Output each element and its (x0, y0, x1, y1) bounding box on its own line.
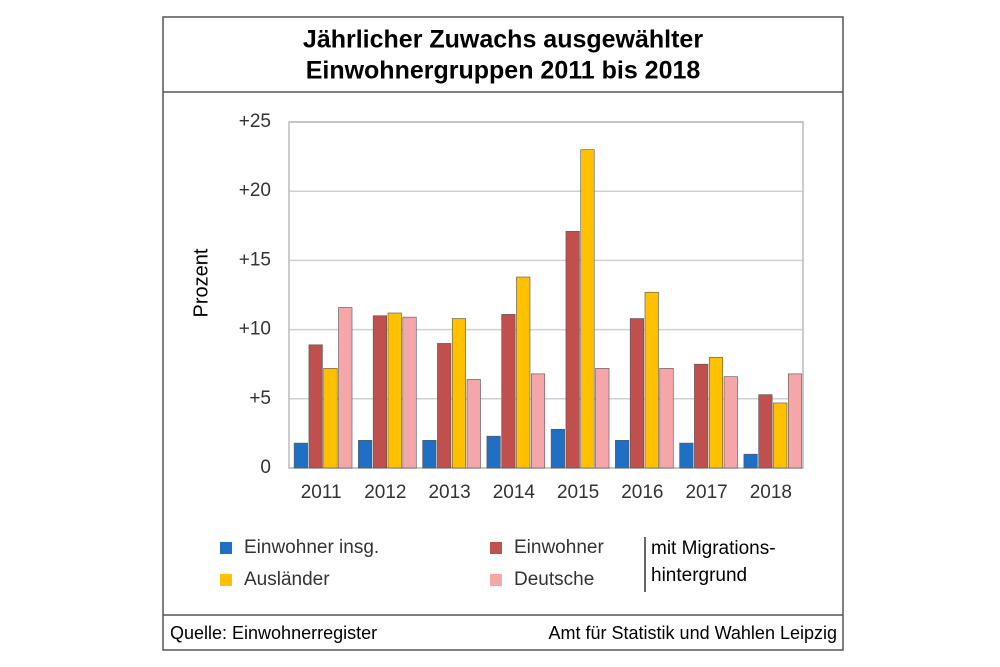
bar (629, 318, 644, 469)
x-tick-label: 2015 (557, 482, 599, 503)
bar (402, 316, 417, 469)
bar (323, 368, 338, 469)
bar (437, 343, 452, 469)
bar (708, 356, 724, 469)
bar (743, 453, 758, 469)
bar (451, 318, 467, 469)
x-tick-label: 2014 (493, 482, 536, 503)
y-tick-label: +10 (239, 319, 271, 340)
legend-swatch (220, 542, 232, 554)
chart-title: Einwohnergruppen 2011 bis 2018 (306, 57, 701, 85)
bar (338, 307, 353, 469)
x-tick-label: 2013 (428, 482, 470, 503)
y-axis-label: Prozent (190, 248, 212, 317)
bar (679, 442, 694, 469)
legend-swatch (490, 542, 502, 554)
bar (530, 373, 546, 469)
credit: Amt für Statistik und Wahlen Leipzig (549, 623, 837, 643)
bar (595, 368, 610, 469)
legend-swatch (490, 574, 502, 586)
bar (358, 440, 373, 469)
y-tick-label: +5 (249, 388, 271, 409)
bar (550, 428, 565, 469)
bar (773, 402, 788, 469)
bar (644, 291, 659, 469)
legend-label: Ausländer (244, 569, 330, 590)
bar (580, 149, 595, 469)
bar (466, 379, 481, 469)
x-tick-label: 2011 (301, 482, 342, 503)
y-tick-label: 0 (260, 457, 271, 478)
x-tick-label: 2018 (750, 482, 792, 503)
legend-note: hintergrund (651, 565, 747, 586)
y-tick-label: +20 (239, 180, 271, 201)
y-tick-label: +25 (239, 111, 271, 132)
bar (758, 394, 773, 469)
x-tick-label: 2012 (364, 482, 406, 503)
legend-note: mit Migrations- (651, 538, 776, 559)
chart-title: Jährlicher Zuwachs ausgewählter (303, 26, 703, 54)
legend-label: Einwohner insg. (244, 537, 379, 558)
bar (694, 363, 709, 469)
bar (615, 440, 630, 469)
bar (659, 368, 674, 469)
y-tick-label: +15 (239, 249, 271, 270)
bar (565, 231, 580, 469)
bar (387, 312, 402, 469)
plot-border (288, 121, 804, 469)
bar (787, 373, 803, 469)
bar (723, 376, 738, 469)
legend-swatch (220, 574, 232, 586)
bar (308, 344, 323, 469)
x-tick-label: 2017 (685, 482, 727, 503)
legend-label: Deutsche (514, 569, 594, 590)
bar (501, 314, 516, 469)
bar (372, 315, 387, 469)
bar (486, 435, 501, 469)
frame (162, 16, 844, 651)
bar (293, 442, 308, 469)
legend-label: Einwohner (514, 537, 604, 558)
source: Quelle: Einwohnerregister (170, 623, 377, 643)
x-tick-label: 2016 (621, 482, 663, 503)
bar (422, 440, 437, 469)
bar (516, 276, 531, 469)
